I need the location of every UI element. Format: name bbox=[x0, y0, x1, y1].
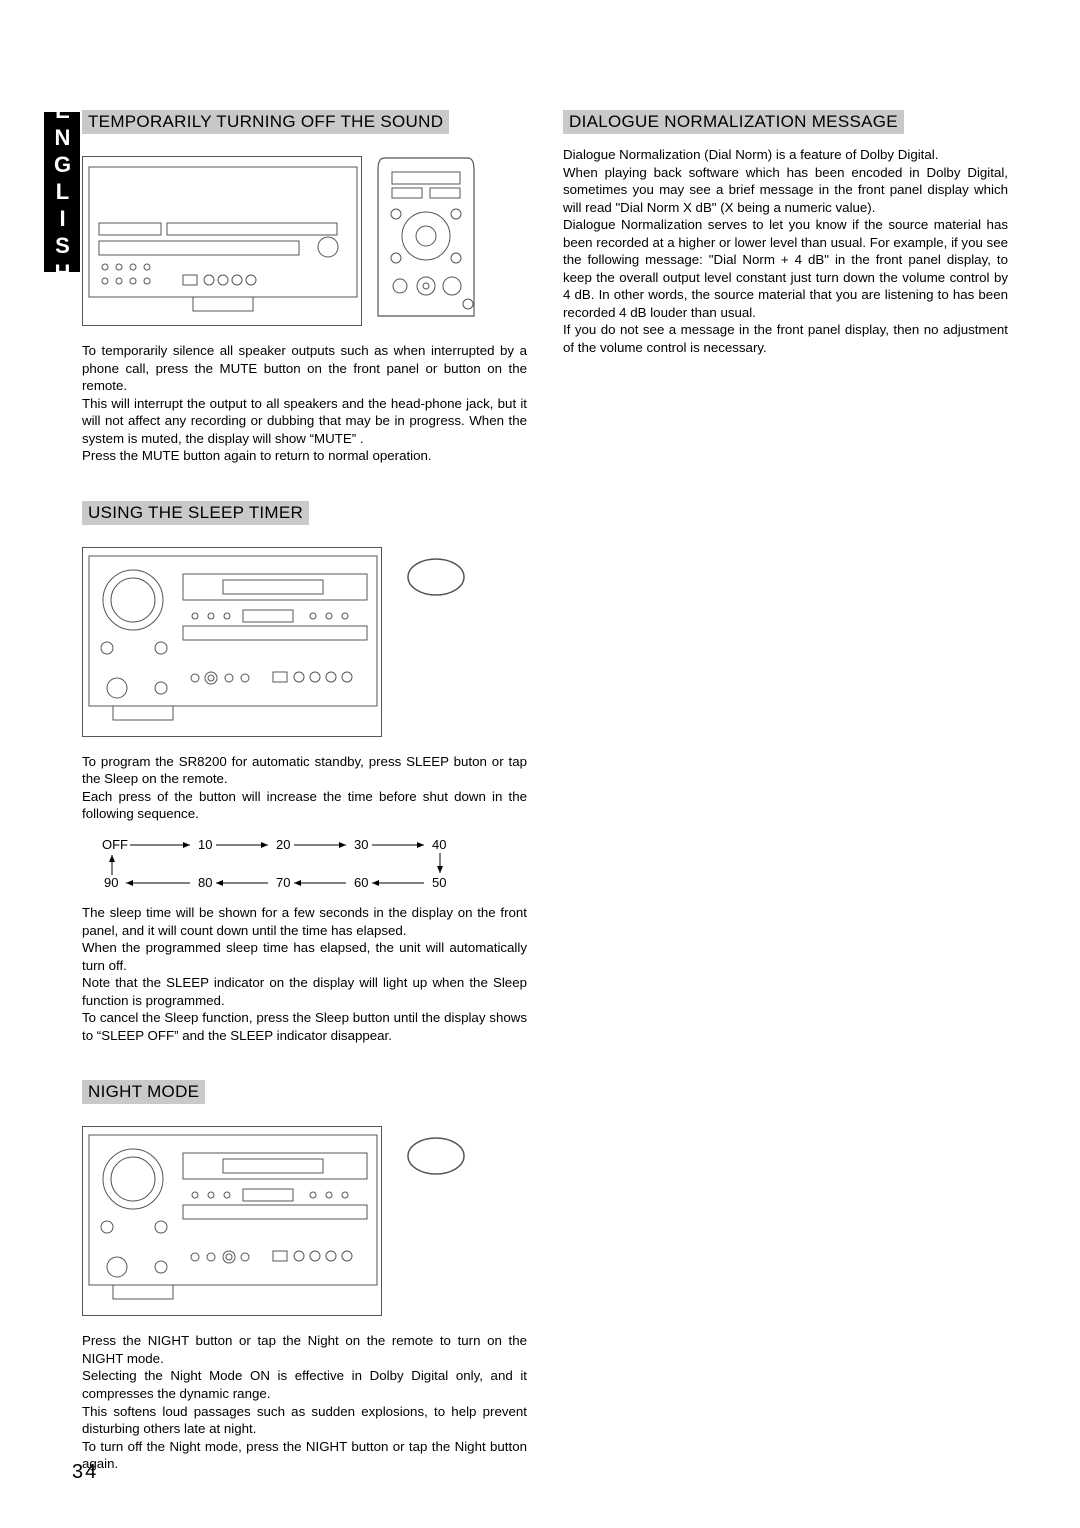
sleep-sequence-diagram: OFF 10 20 30 40 90 80 70 60 50 bbox=[82, 833, 502, 899]
remote-diagram bbox=[376, 156, 476, 326]
svg-text:40: 40 bbox=[432, 837, 446, 852]
left-column: TEMPORARILY TURNING OFF THE SOUND bbox=[72, 110, 527, 1509]
section-dialnorm: DIALOGUE NORMALIZATION MESSAGE Dialogue … bbox=[563, 110, 1008, 357]
front-panel-sleep bbox=[82, 547, 382, 737]
svg-text:10: 10 bbox=[198, 837, 212, 852]
section-night: NIGHT MODE bbox=[82, 1080, 527, 1472]
body-night: Press the NIGHT button or tap the Night … bbox=[82, 1332, 527, 1472]
svg-text:50: 50 bbox=[432, 875, 446, 890]
body-sleep-2: The sleep time will be shown for a few s… bbox=[82, 904, 527, 1044]
front-panel-diagram bbox=[82, 156, 362, 326]
svg-text:20: 20 bbox=[276, 837, 290, 852]
page-columns: TEMPORARILY TURNING OFF THE SOUND bbox=[72, 110, 1008, 1509]
language-tab: ENGLISH bbox=[44, 112, 80, 272]
diagram-mute bbox=[82, 156, 527, 326]
svg-text:90: 90 bbox=[104, 875, 118, 890]
heading-mute: TEMPORARILY TURNING OFF THE SOUND bbox=[82, 110, 449, 134]
remote-button-sleep bbox=[396, 547, 476, 617]
page-number: 34 bbox=[72, 1461, 98, 1484]
remote-button-night bbox=[396, 1126, 476, 1196]
right-column: DIALOGUE NORMALIZATION MESSAGE Dialogue … bbox=[563, 110, 1008, 1509]
body-mute: To temporarily silence all speaker outpu… bbox=[82, 342, 527, 465]
front-panel-night bbox=[82, 1126, 382, 1316]
heading-dialnorm: DIALOGUE NORMALIZATION MESSAGE bbox=[563, 110, 904, 134]
section-sleep: USING THE SLEEP TIMER bbox=[82, 501, 527, 1045]
diagram-sleep bbox=[82, 547, 527, 737]
svg-text:30: 30 bbox=[354, 837, 368, 852]
heading-night: NIGHT MODE bbox=[82, 1080, 205, 1104]
body-dialnorm: Dialogue Normalization (Dial Norm) is a … bbox=[563, 146, 1008, 357]
diagram-night bbox=[82, 1126, 527, 1316]
body-sleep-1: To program the SR8200 for automatic stan… bbox=[82, 753, 527, 823]
svg-text:OFF: OFF bbox=[102, 837, 128, 852]
section-mute: TEMPORARILY TURNING OFF THE SOUND bbox=[82, 110, 527, 465]
svg-text:80: 80 bbox=[198, 875, 212, 890]
svg-text:60: 60 bbox=[354, 875, 368, 890]
svg-text:70: 70 bbox=[276, 875, 290, 890]
heading-sleep: USING THE SLEEP TIMER bbox=[82, 501, 309, 525]
